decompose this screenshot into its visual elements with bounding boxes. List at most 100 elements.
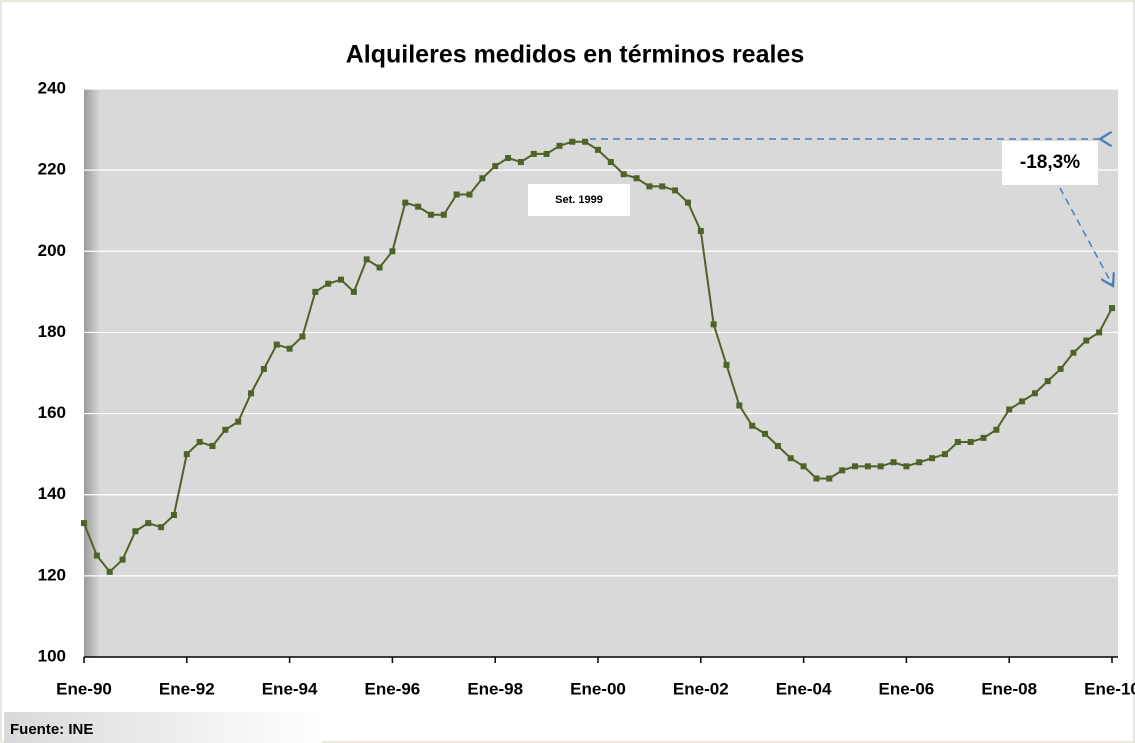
marker xyxy=(299,333,306,340)
x-tick-label: Ene-90 xyxy=(56,679,112,698)
marker xyxy=(774,443,781,450)
marker xyxy=(145,520,152,527)
marker xyxy=(903,463,910,470)
marker xyxy=(595,146,601,153)
marker xyxy=(800,463,807,470)
marker xyxy=(659,183,666,190)
marker xyxy=(196,438,203,445)
marker xyxy=(427,211,434,218)
marker xyxy=(273,341,280,348)
marker xyxy=(710,321,717,328)
annotation: -18,3% xyxy=(1020,152,1080,173)
x-tick-label: Ene-10 xyxy=(1084,679,1135,698)
marker xyxy=(170,512,177,518)
marker xyxy=(415,203,422,210)
marker xyxy=(697,228,704,234)
y-tick-label: 160 xyxy=(38,403,66,422)
y-tick-label: 200 xyxy=(38,241,66,260)
marker xyxy=(787,455,794,462)
marker xyxy=(864,463,871,470)
marker xyxy=(1044,378,1051,385)
marker xyxy=(954,438,961,445)
chart-title: Alquileres medidos en términos reales xyxy=(346,41,805,69)
x-tick-label: Ene-06 xyxy=(879,679,935,698)
marker xyxy=(1019,398,1026,405)
x-tick-label: Ene-94 xyxy=(262,679,318,698)
x-tick-label: Ene-96 xyxy=(365,679,421,698)
annotation-box xyxy=(1002,141,1098,185)
marker xyxy=(440,211,447,218)
marker xyxy=(466,191,473,198)
marker xyxy=(530,150,537,157)
marker xyxy=(492,163,499,170)
marker xyxy=(505,154,512,161)
source-box xyxy=(4,712,322,743)
marker xyxy=(826,475,833,482)
marker xyxy=(620,171,627,178)
marker xyxy=(338,276,344,283)
marker xyxy=(543,150,550,157)
marker xyxy=(106,568,113,575)
marker xyxy=(517,159,524,166)
marker xyxy=(556,142,563,149)
marker xyxy=(248,390,255,397)
marker xyxy=(132,528,139,535)
marker xyxy=(582,138,589,145)
marker xyxy=(967,438,974,445)
marker xyxy=(633,175,640,182)
marker xyxy=(749,422,756,429)
marker xyxy=(1006,406,1013,413)
marker xyxy=(877,463,884,470)
arrow xyxy=(1059,187,1113,286)
marker xyxy=(980,434,987,441)
marker xyxy=(363,256,370,263)
y-tick-label: 140 xyxy=(38,484,66,503)
y-tick-label: 220 xyxy=(38,160,66,179)
marker xyxy=(607,159,614,166)
marker xyxy=(119,556,126,563)
marker xyxy=(325,280,332,287)
x-tick-label: Ene-98 xyxy=(467,679,523,698)
marker xyxy=(479,175,486,182)
source: Fuente: INE xyxy=(10,721,93,738)
x-tick-label: Ene-92 xyxy=(159,679,215,698)
marker xyxy=(1031,390,1038,397)
marker xyxy=(569,138,576,145)
marker xyxy=(813,475,820,482)
marker xyxy=(684,199,691,206)
x-tick-label: Ene-02 xyxy=(673,679,729,698)
marker xyxy=(402,199,409,206)
marker xyxy=(1083,337,1090,344)
plot-shadow xyxy=(84,89,100,657)
marker xyxy=(839,467,846,474)
y-tick-label: 240 xyxy=(38,78,66,97)
y-tick-label: 100 xyxy=(38,646,66,665)
marker xyxy=(1057,365,1064,372)
marker xyxy=(890,459,897,466)
x-tick-label: Ene-00 xyxy=(570,679,626,698)
marker xyxy=(672,187,679,194)
marker xyxy=(389,248,396,255)
marker xyxy=(762,430,769,437)
marker xyxy=(209,443,216,450)
marker xyxy=(723,361,730,368)
marker xyxy=(81,520,87,527)
marker xyxy=(941,451,948,458)
marker xyxy=(1070,349,1077,356)
marker xyxy=(260,365,267,372)
marker xyxy=(222,426,229,433)
marker xyxy=(929,455,936,462)
marker xyxy=(312,288,319,295)
y-tick-label: 120 xyxy=(38,565,66,584)
plot-area xyxy=(84,89,1118,657)
marker xyxy=(286,345,293,352)
marker xyxy=(158,524,165,531)
marker xyxy=(183,451,190,458)
annotation-box xyxy=(528,184,630,216)
annotation: Set. 1999 xyxy=(555,194,603,206)
marker xyxy=(916,459,923,466)
marker xyxy=(235,418,242,425)
marker xyxy=(350,288,357,295)
marker xyxy=(852,463,858,470)
